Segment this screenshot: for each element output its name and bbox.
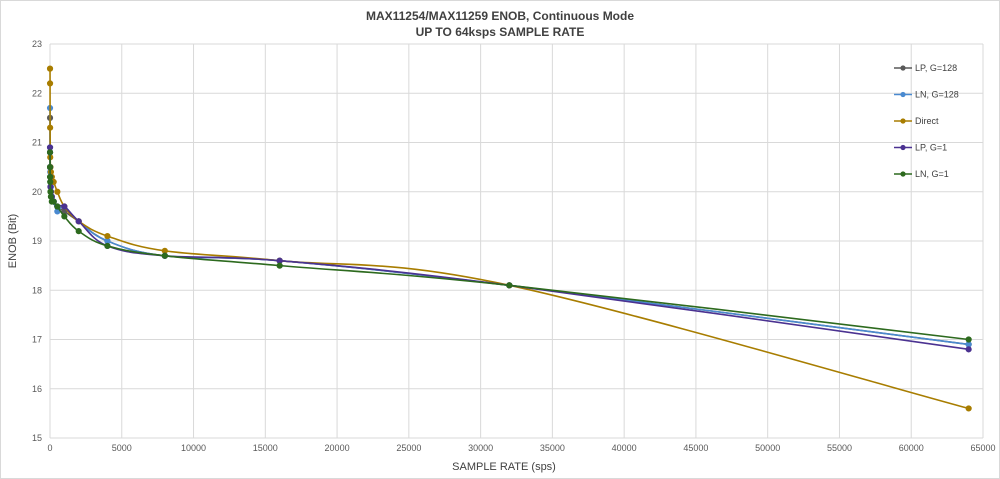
data-point [104,232,111,240]
x-tick-label: 20000 [325,443,350,453]
y-tick-label: 19 [32,236,42,246]
data-point [50,198,57,205]
data-point [46,149,54,156]
data-point [161,252,168,259]
legend-swatch-marker [900,118,906,124]
legend-item: LN, G=128 [894,90,959,100]
data-point [47,173,54,181]
y-tick-label: 16 [32,384,42,394]
series-ln-g-1 [46,149,972,343]
data-point [161,247,168,254]
legend-item: LN, G=1 [894,169,949,179]
legend-swatch-marker [900,171,906,177]
chart-subtitle: UP TO 64ksps SAMPLE RATE [416,25,585,39]
y-tick-label: 23 [32,39,42,49]
data-point [75,228,82,235]
legend-item: Direct [894,116,939,126]
data-point [965,341,972,348]
x-tick-label: 50000 [755,443,780,453]
data-point [965,405,972,412]
legend-swatch-marker [900,91,906,98]
legend-swatch-marker [900,65,906,71]
data-point [75,218,82,225]
data-point [276,257,283,264]
data-point [54,188,61,195]
y-tick-label: 17 [32,335,42,345]
data-point [506,282,513,289]
data-point [276,262,283,269]
legend-item: LP, G=128 [894,63,957,73]
data-point [965,336,972,343]
data-point [46,65,54,72]
legend-label: LP, G=128 [915,63,957,73]
legend-label: LN, G=1 [915,169,949,179]
y-tick-label: 18 [32,285,42,295]
y-axis-ticks: 15 16 17 18 19 20 21 22 23 [32,39,42,443]
legend-label: LP, G=1 [915,143,947,153]
y-tick-label: 15 [32,433,42,443]
x-axis-ticks: 0 5000 10000 15000 20000 25000 30000 35000 40000… [47,443,995,453]
data-point [965,346,972,353]
x-tick-label: 45000 [683,443,708,453]
x-tick-label: 40000 [612,443,637,453]
data-point [47,124,54,131]
x-tick-label: 5000 [112,443,132,453]
y-axis-title: ENOB (Bit) [7,214,19,268]
legend-item: LP, G=1 [894,143,947,153]
series-layer [46,65,972,412]
data-point [47,188,54,195]
data-point [46,80,54,87]
data-point [104,242,111,250]
legend-label: Direct [915,116,939,126]
x-tick-label: 15000 [253,443,278,453]
x-tick-label: 35000 [540,443,565,453]
legend-label: LN, G=128 [915,90,959,100]
y-tick-label: 22 [32,88,42,98]
x-tick-label: 25000 [396,443,421,453]
x-tick-label: 10000 [181,443,206,453]
data-point [46,144,54,151]
x-tick-label: 30000 [468,443,493,453]
x-tick-label: 55000 [827,443,852,453]
x-tick-label: 0 [47,443,52,453]
grid-lines [49,43,984,439]
data-point [47,193,55,200]
x-axis-title: SAMPLE RATE (sps) [452,461,556,473]
x-tick-label: 65000 [970,443,995,453]
chart-title: MAX11254/MAX11259 ENOB, Continuous Mode [366,9,634,23]
data-point [104,237,111,245]
data-point [54,203,61,210]
x-tick-label: 60000 [899,443,924,453]
legend-swatch-marker [900,144,906,151]
legend: LP, G=128 LN, G=128 Direct LP, G=1 LN, G=1 [894,63,959,179]
data-point [47,178,54,185]
y-tick-label: 21 [32,138,42,148]
y-tick-label: 20 [32,187,42,197]
data-point [61,203,68,210]
data-point [61,213,68,220]
data-point [46,164,54,171]
